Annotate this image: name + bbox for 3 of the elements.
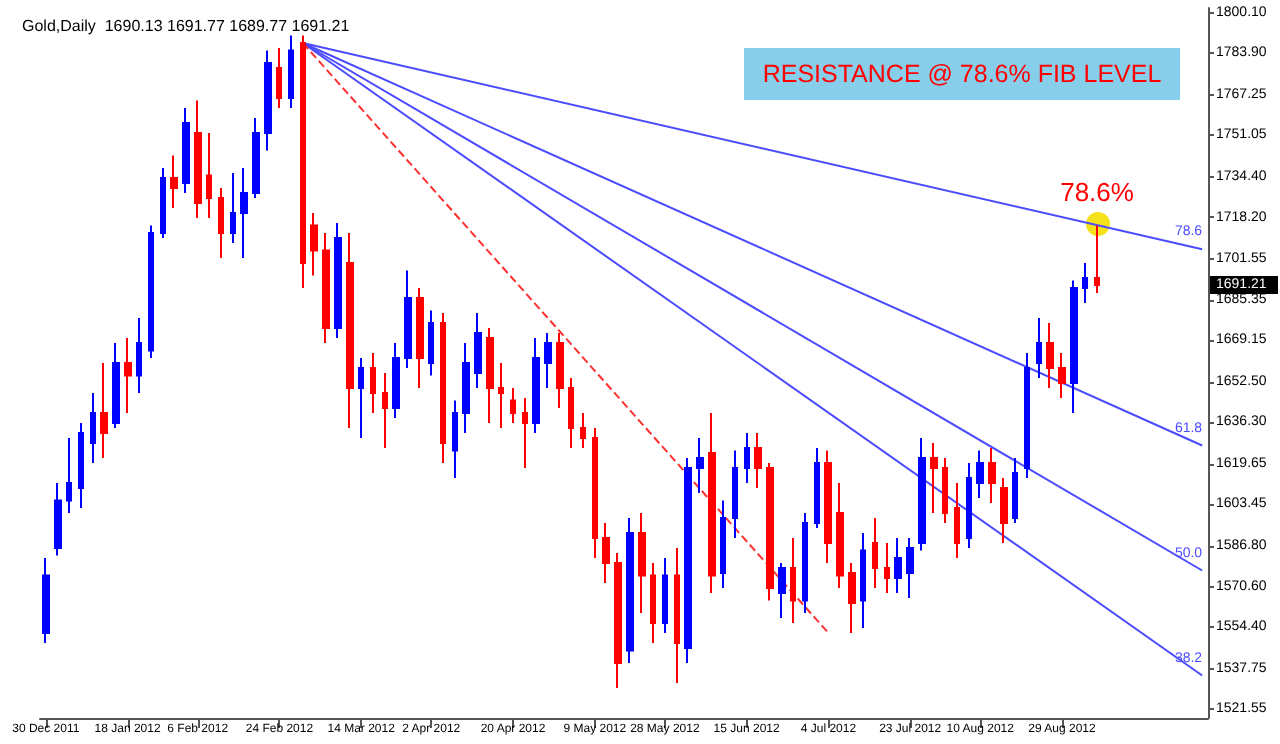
- text: Gold,Daily 1690.13 1691.77 1689.77 1691.21: [22, 17, 351, 35]
- annotation: RESISTANCE @ 78.6% FIB LEVEL: [762, 60, 1162, 88]
- annotation: 78.6%: [1060, 177, 1135, 207]
